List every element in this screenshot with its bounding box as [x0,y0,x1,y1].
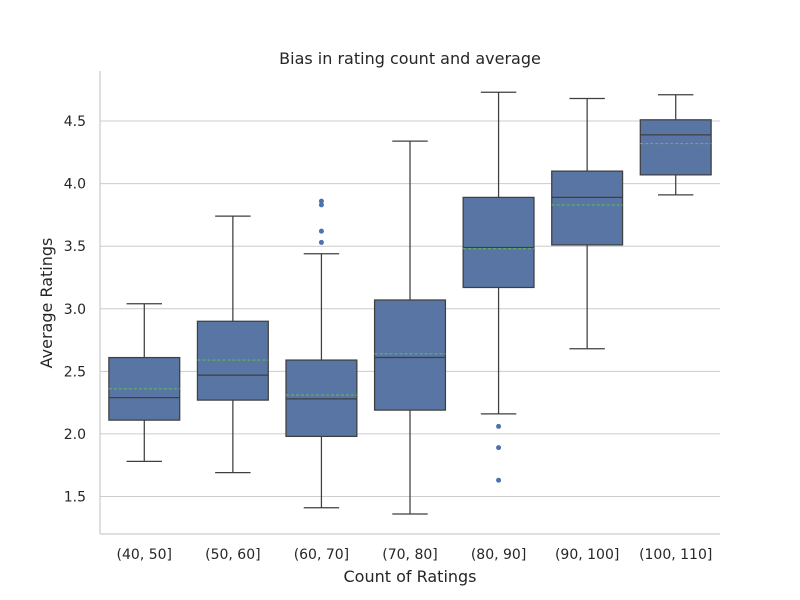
box-(100, 110] [639,94,712,196]
outlier-point [318,228,324,234]
y-tick-labels: 1.5 2.0 2.5 3.0 3.5 4.0 4.5 [64,114,86,505]
outlier-point [496,445,502,451]
x-tick-label: (50, 60] [205,547,260,563]
axes [99,71,720,535]
outlier-point [318,198,324,204]
box-(50, 60] [196,215,269,474]
x-tick-labels: (40, 50] (50, 60] (60, 70] (70, 80] (80, 90]… [117,547,713,563]
box-(60, 70] [285,198,358,509]
iqr-box [462,196,535,289]
x-axis-label: Count of Ratings [343,567,476,586]
x-tick-label: (100, 110] [639,547,712,563]
iqr-box [373,299,447,411]
box-(80, 90] [462,91,535,483]
boxes [108,91,712,515]
y-tick-label: 4.0 [64,177,86,193]
iqr-box [551,170,624,246]
iqr-box [196,320,269,401]
y-axis-label: Average Ratings [37,238,56,369]
y-tick-label: 4.5 [64,114,86,130]
x-tick-label: (90, 100] [555,547,619,563]
y-tick-label: 3.0 [64,302,86,318]
box-(40, 50] [108,303,181,463]
outlier-point [318,239,324,245]
y-tick-label: 2.0 [64,427,86,443]
iqr-box [639,119,712,176]
chart-title: Bias in rating count and average [279,49,541,68]
outlier-point [318,202,324,208]
x-tick-label: (70, 80] [382,547,437,563]
y-tick-label: 3.5 [64,239,86,255]
x-tick-label: (40, 50] [117,547,172,563]
x-tick-label: (80, 90] [471,547,526,563]
outlier-point [496,477,502,483]
outlier-point [496,423,502,429]
y-tick-label: 1.5 [64,489,86,505]
x-tick-label: (60, 70] [294,547,349,563]
iqr-box [285,359,358,438]
box-(70, 80] [373,140,447,515]
y-tick-label: 2.5 [64,364,86,380]
box-(90, 100] [551,97,624,350]
